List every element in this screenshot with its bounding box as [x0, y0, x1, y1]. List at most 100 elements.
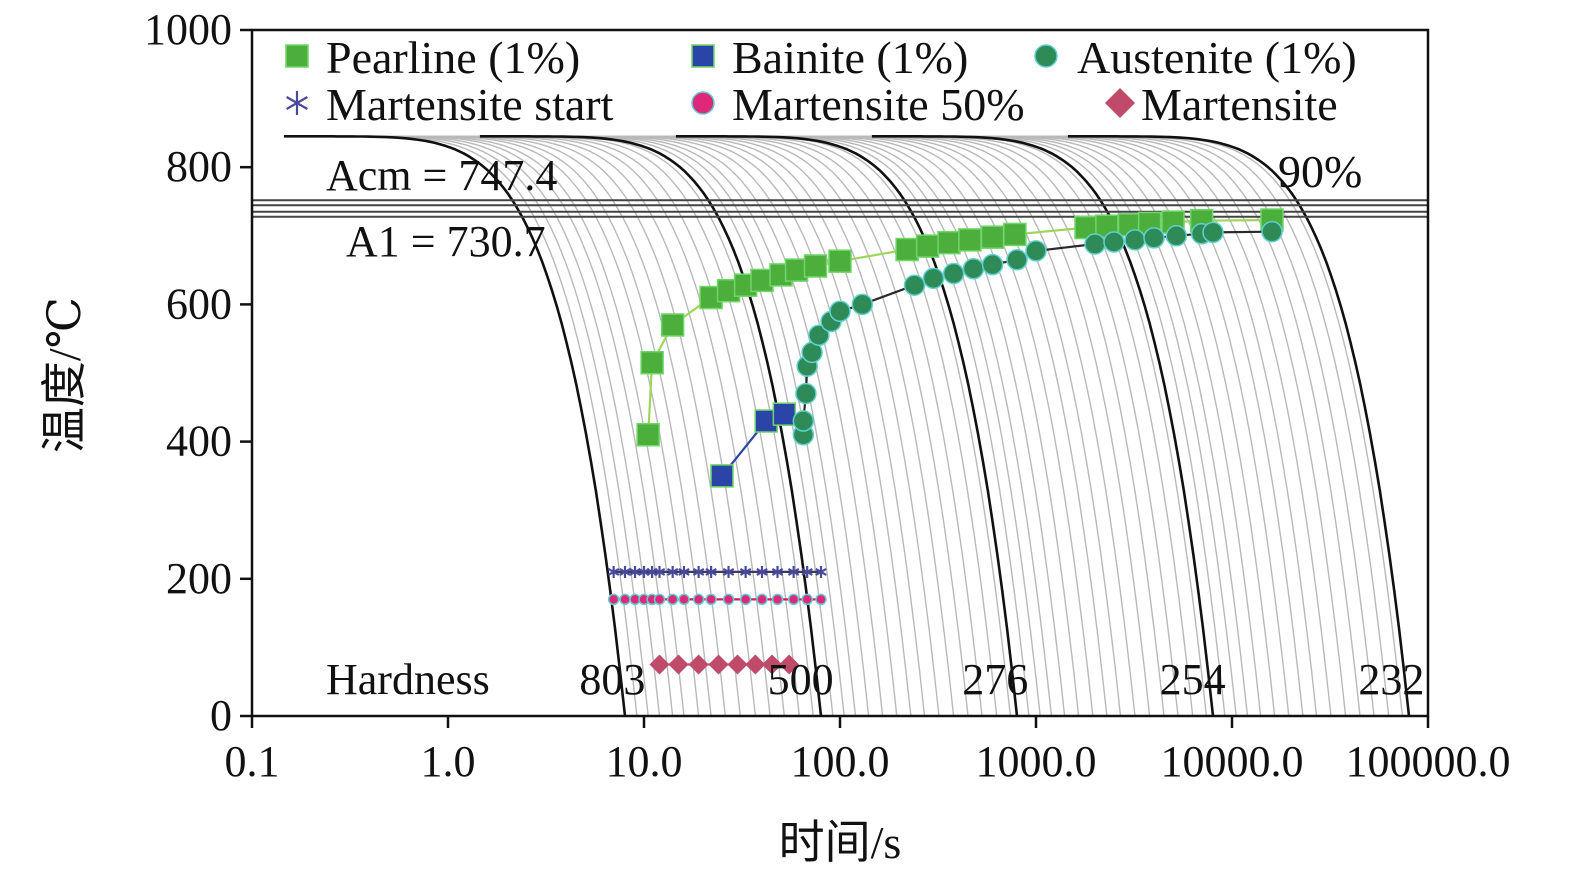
legend-label-martensite-start: Martensite start — [326, 79, 614, 130]
data-point-martensite-50 — [815, 593, 827, 606]
x-tick-label: 10000.0 — [1161, 737, 1304, 786]
data-point-martensite-start — [771, 565, 784, 578]
data-point-bainite-1 — [710, 464, 734, 488]
data-point-martensite-90 — [688, 654, 709, 675]
data-point-martensite-50 — [756, 593, 768, 606]
data-point-bainite-1 — [772, 402, 797, 426]
data-point-pearline-1 — [895, 237, 919, 262]
data-point-pearline-1 — [640, 350, 664, 375]
data-point-martensite-start — [801, 565, 813, 578]
data-point-martensite-50 — [692, 593, 705, 606]
data-point-martensite-50 — [653, 593, 666, 606]
data-series — [607, 208, 1284, 675]
y-axis-title: 温度/℃ — [39, 297, 90, 453]
data-point-austenite-1 — [851, 293, 874, 316]
hardness-value: 500 — [768, 655, 834, 704]
cooling-curve-minor — [737, 135, 1080, 717]
data-point-martensite-50 — [787, 593, 800, 606]
y-tick-label: 600 — [166, 279, 232, 328]
legend-marker-martensite-start — [286, 91, 308, 115]
data-point-austenite-1 — [829, 300, 851, 323]
data-point-martensite-start — [692, 565, 705, 578]
data-point-austenite-1 — [1143, 227, 1165, 249]
data-point-martensite-90 — [762, 654, 783, 675]
series-austenite-1 — [792, 220, 1283, 446]
data-point-pearline-1 — [636, 422, 660, 447]
data-point-martensite-90 — [745, 654, 766, 675]
cooling-curve-major — [871, 135, 1215, 717]
data-point-martensite-50 — [607, 593, 620, 606]
data-point-austenite-1 — [1103, 231, 1125, 253]
data-point-martensite-50 — [771, 593, 784, 606]
data-point-martensite-start — [815, 565, 827, 578]
series-martensite-50 — [607, 593, 827, 606]
data-point-martensite-90 — [649, 654, 670, 675]
data-point-austenite-1 — [1025, 240, 1047, 262]
a1-label: A1 = 730.7 — [346, 217, 546, 266]
data-point-austenite-1 — [1202, 221, 1224, 244]
legend: Pearline (1%) Bainite (1%) Austenite (1%)M… — [285, 32, 1362, 197]
y-tick-label: 200 — [166, 554, 232, 603]
data-point-martensite-start — [619, 565, 631, 578]
y-tick-label: 1000 — [144, 5, 232, 54]
acm-label: Acm = 747.4 — [326, 151, 557, 200]
data-point-martensite-start — [722, 565, 735, 578]
data-point-austenite-1 — [922, 267, 945, 290]
hardness-value: 254 — [1160, 655, 1226, 704]
data-point-martensite-50 — [619, 593, 631, 606]
legend-marker-bainite-1 — [691, 44, 715, 68]
cooling-curve-minor — [541, 135, 884, 717]
reference-lines — [252, 199, 1428, 218]
data-point-martensite-50 — [801, 593, 813, 606]
axes: 0 200 400 600 800 1000 0.1 1.0 10.0 100.0 1000.0 10… — [144, 5, 1511, 786]
data-point-pearline-1 — [980, 225, 1005, 249]
data-point-austenite-1 — [808, 324, 830, 347]
data-point-martensite-90 — [668, 654, 689, 675]
cooling-curve-minor — [655, 135, 998, 717]
legend-marker-martensite-90 — [1105, 88, 1135, 118]
data-point-martensite-50 — [666, 593, 679, 606]
x-axis-title: 时间/s — [779, 817, 902, 868]
cooling-curve-major — [675, 135, 1019, 717]
data-point-martensite-50 — [739, 593, 752, 606]
cooling-curve-minor — [569, 135, 912, 717]
x-tick-label: 100.0 — [791, 737, 890, 786]
data-point-pearline-1 — [1003, 222, 1027, 247]
y-tick-label: 400 — [166, 417, 232, 466]
series-pearline-1 — [636, 208, 1284, 447]
legend-label-austenite-1: Austenite (1%) — [1077, 32, 1357, 83]
cooling-curve-major — [283, 135, 627, 717]
data-point-martensite-start — [653, 565, 666, 578]
x-tick-label: 0.1 — [225, 737, 280, 786]
legend-marker-pearline-1 — [285, 44, 309, 68]
legend-label-bainite-1: Bainite (1%) — [732, 32, 968, 83]
hardness-title: Hardness — [326, 655, 490, 704]
data-point-austenite-1 — [792, 410, 815, 432]
data-point-martensite-start — [739, 565, 752, 578]
data-point-martensite-50 — [678, 593, 690, 606]
data-point-martensite-90 — [779, 654, 800, 675]
data-point-austenite-1 — [1261, 220, 1283, 243]
data-point-martensite-90 — [708, 654, 729, 675]
annotations: Acm = 747.4 A1 = 730.7 Hardness 803 500 27… — [326, 151, 1424, 704]
cooling-curve-minor — [527, 135, 870, 717]
hardness-value: 232 — [1358, 655, 1424, 704]
data-point-austenite-1 — [962, 257, 985, 280]
data-point-pearline-1 — [803, 254, 828, 278]
data-point-martensite-50 — [705, 593, 717, 606]
y-tick-label: 800 — [166, 142, 232, 191]
legend-marker-austenite-1 — [1034, 44, 1058, 68]
y-tick-label: 0 — [210, 691, 232, 740]
cooling-curve-minor — [765, 135, 1108, 717]
data-point-martensite-start — [666, 565, 679, 578]
data-point-austenite-1 — [1165, 225, 1188, 247]
x-tick-label: 100000.0 — [1346, 737, 1511, 786]
series-martensite-start — [607, 565, 827, 578]
data-point-pearline-1 — [937, 230, 961, 255]
data-point-martensite-start — [607, 565, 620, 578]
legend-marker-martensite-50 — [691, 91, 715, 115]
data-point-pearline-1 — [915, 234, 940, 258]
series-bainite-1 — [710, 402, 797, 488]
data-point-austenite-1 — [1124, 229, 1146, 251]
legend-label-martensite-50: Martensite 50% — [732, 79, 1025, 130]
